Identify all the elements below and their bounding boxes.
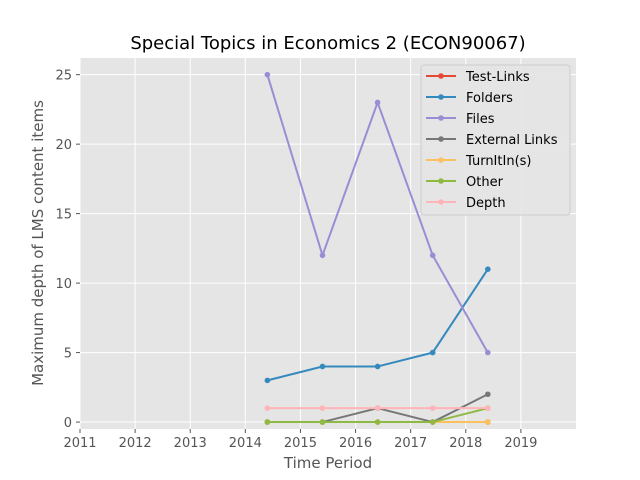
- data-point-depth: [319, 405, 326, 411]
- y-axis-label: Maximum depth of LMS content items: [29, 100, 47, 386]
- y-axis-ticks: 0 5 10 15 20 25: [55, 69, 80, 431]
- data-point-depth: [374, 405, 381, 411]
- legend-item-folders: Folders: [426, 91, 513, 106]
- series-layer: [264, 71, 491, 425]
- y-tick-label: 10: [55, 277, 72, 292]
- data-point-other: [374, 419, 381, 425]
- data-point-depth: [264, 405, 271, 411]
- x-tick-label: 2011: [63, 436, 96, 451]
- chart-title: Special Topics in Economics 2 (ECON90067…: [130, 33, 525, 54]
- data-point-files: [429, 252, 436, 259]
- legend: Test-Links Folders Files External Links Turn…: [420, 64, 571, 216]
- data-point-depth: [429, 405, 436, 411]
- legend-label: External Links: [466, 133, 558, 148]
- data-point-folders: [485, 266, 491, 273]
- series-folders: [264, 266, 491, 384]
- data-point-turnitin-s: [485, 419, 491, 425]
- data-point-files: [319, 252, 326, 259]
- x-axis-ticks: 2011 2012 2013 2014 2015 2016 2017 2018 2019: [63, 429, 537, 451]
- x-tick-label: 2012: [119, 436, 152, 451]
- data-point-depth: [485, 405, 491, 411]
- legend-item-files: Files: [426, 112, 495, 127]
- data-point-other: [429, 419, 436, 425]
- y-tick-label: 5: [64, 347, 72, 362]
- legend-item-turnitin-s: TurnItIn(s): [426, 154, 531, 169]
- x-axis-label: Time Period: [283, 454, 372, 472]
- legend-marker: [438, 115, 444, 121]
- x-tick-label: 2013: [174, 436, 207, 451]
- y-tick-label: 20: [55, 138, 72, 153]
- legend-frame: [420, 64, 571, 216]
- data-point-files: [374, 99, 381, 106]
- legend-marker: [438, 178, 444, 184]
- x-tick-label: 2014: [229, 436, 262, 451]
- x-tick-label: 2018: [449, 436, 482, 451]
- legend-item-test-links: Test-Links: [426, 70, 530, 85]
- legend-item-external-links: External Links: [426, 133, 558, 148]
- data-point-folders: [374, 363, 381, 370]
- data-point-folders: [429, 349, 436, 356]
- series-depth: [264, 405, 491, 411]
- x-tick-label: 2016: [339, 436, 372, 451]
- data-point-external-links: [485, 391, 491, 398]
- legend-label: Folders: [466, 91, 513, 106]
- series-files: [264, 71, 491, 356]
- legend-item-depth: Depth: [426, 196, 506, 211]
- x-tick-label: 2019: [504, 436, 537, 451]
- legend-label: Depth: [466, 196, 506, 211]
- data-point-files: [264, 71, 271, 78]
- legend-marker: [438, 199, 444, 205]
- legend-label: Other: [466, 175, 504, 190]
- y-tick-label: 15: [55, 208, 72, 223]
- x-tick-label: 2015: [284, 436, 317, 451]
- legend-marker: [438, 157, 444, 163]
- data-point-files: [485, 349, 491, 356]
- legend-marker: [438, 136, 444, 142]
- legend-item-other: Other: [426, 175, 504, 190]
- data-point-other: [264, 419, 271, 425]
- y-tick-label: 25: [55, 69, 72, 84]
- legend-label: Files: [466, 112, 495, 127]
- legend-marker: [438, 73, 444, 79]
- x-tick-label: 2017: [394, 436, 427, 451]
- legend-marker: [438, 94, 444, 100]
- data-point-folders: [319, 363, 326, 370]
- data-point-folders: [264, 377, 271, 384]
- legend-label: TurnItIn(s): [465, 154, 531, 169]
- legend-label: Test-Links: [465, 70, 530, 85]
- data-point-other: [319, 419, 326, 425]
- y-tick-label: 0: [64, 416, 72, 431]
